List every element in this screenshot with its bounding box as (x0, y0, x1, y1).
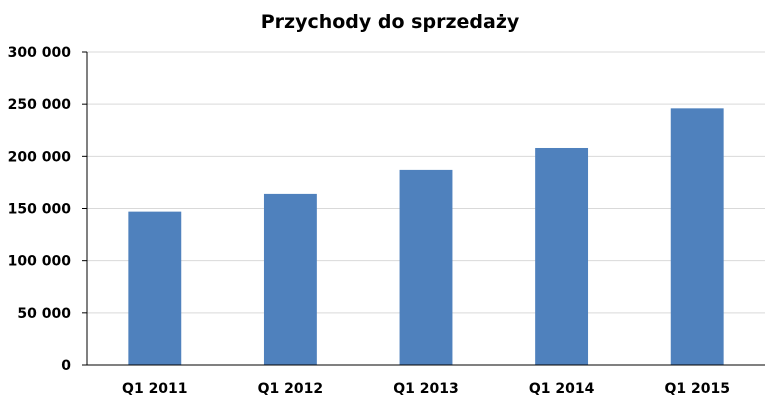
x-tick-labels: Q1 2011 Q1 2012 Q1 2013 Q1 2014 Q1 2015 (122, 381, 730, 397)
y-tick-label: 50 000 (17, 306, 71, 322)
x-tick-label: Q1 2012 (258, 381, 323, 397)
y-tick-label: 100 000 (8, 254, 72, 270)
bar (670, 108, 724, 365)
y-tick-label: 300 000 (8, 45, 72, 61)
y-tick-label: 150 000 (8, 202, 72, 218)
y-tick-label: 0 (61, 358, 71, 374)
y-tick-labels: 0 50 000 100 000 150 000 200 000 250 000 300 0… (8, 45, 72, 374)
x-tick-label: Q1 2013 (393, 381, 458, 397)
chart-title: Przychody do sprzedaży (261, 11, 520, 33)
x-tick-label: Q1 2011 (122, 381, 187, 397)
x-tick-label: Q1 2015 (664, 381, 729, 397)
bar (263, 193, 317, 365)
bar (128, 211, 182, 365)
y-tick-label: 200 000 (8, 149, 72, 165)
x-tick-label: Q1 2014 (529, 381, 595, 397)
axes (82, 51, 765, 366)
bar (399, 169, 453, 365)
y-tick-label: 250 000 (8, 97, 72, 113)
bars (128, 108, 724, 365)
bar (535, 147, 589, 365)
